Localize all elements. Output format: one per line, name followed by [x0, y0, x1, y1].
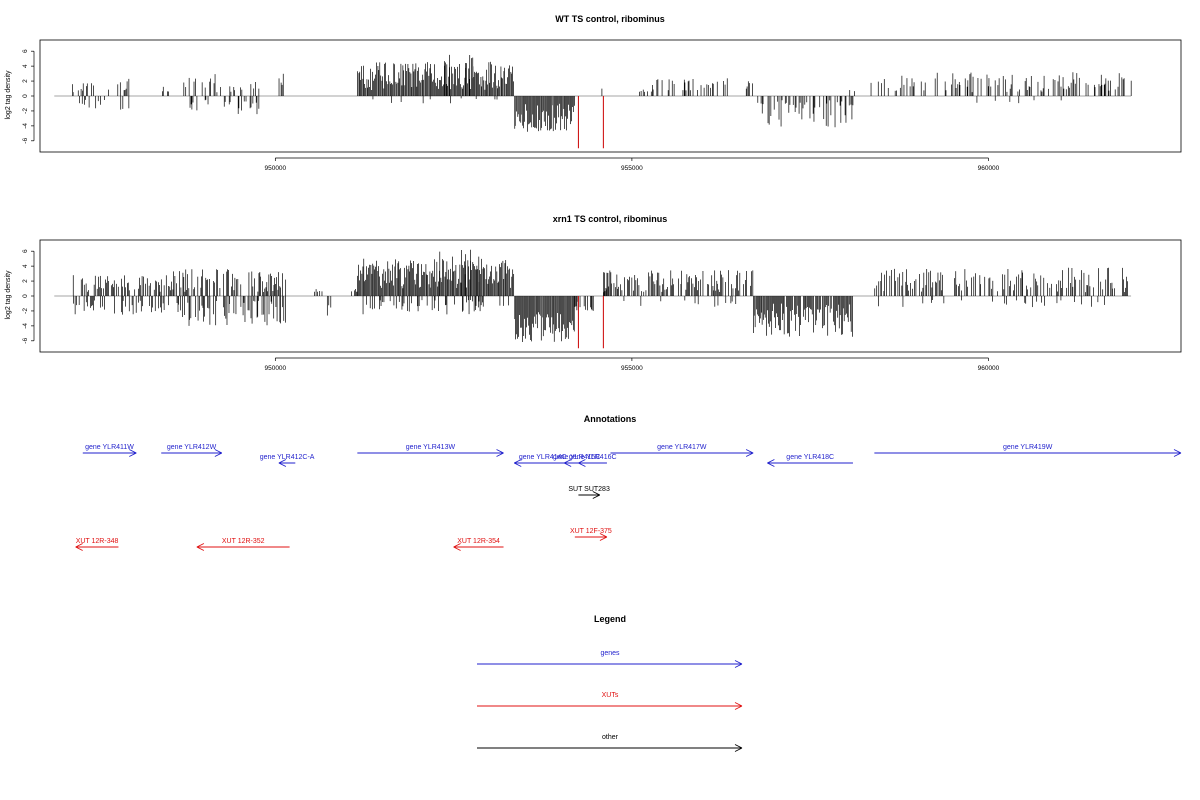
wt-y-tick-label: 6: [22, 49, 29, 53]
legend: Legend genes XUTs other: [477, 614, 743, 752]
feature-label-xut-12r-354: XUT 12R-354: [457, 538, 500, 545]
legend-arrow-other: [477, 744, 743, 752]
legend-label-xuts: XUTs: [602, 692, 619, 699]
wt-x-tick-label: 955000: [621, 165, 643, 172]
feature-arrow-xut-12r-348: [75, 543, 119, 551]
feature-arrow-xut-12r-352: [196, 543, 290, 551]
feature-label-xut-12f-375: XUT 12F-375: [570, 528, 612, 535]
legend-arrow-xuts: [477, 702, 743, 710]
feature-arrow-gene-ylr414c: [514, 459, 572, 467]
feature-arrow-gene-ylr418c: [767, 459, 853, 467]
xrn1-y-axis-label: log2 tag density: [5, 270, 12, 320]
feature-label-sut-sut283: SUT SUT283: [568, 486, 610, 493]
annotation-features: gene YLR411W gene YLR412W gene YLR412C-A ge…: [75, 444, 1182, 551]
legend-label-other: other: [602, 734, 619, 741]
feature-arrow-gene-ylr413w: [357, 449, 504, 457]
feature-arrow-xut-12f-375: [574, 533, 608, 541]
feature-label-gene-ylr412w: gene YLR412W: [167, 444, 217, 451]
feature-arrow-gene-ylr417w: [610, 449, 754, 457]
annotations-panel: Annotations gene YLR411W gene YLR412Wgene…: [75, 414, 1182, 551]
wt-y-tick-label: 4: [22, 64, 29, 68]
wt-x-axis: 950000 955000 960000: [264, 157, 1000, 172]
feature-label-gene-ylr418c: gene YLR418C: [786, 454, 834, 461]
feature-label-xut-12r-348: XUT 12R-348: [76, 538, 119, 545]
feature-label-gene-ylr415c: gene YLR415C: [553, 454, 601, 461]
wt-x-tick-label: 950000: [264, 165, 286, 172]
wt-track-panel: WT TS control, ribominus log2 tag densit…: [5, 14, 1182, 172]
wt-track-title: WT TS control, ribominus: [555, 14, 665, 24]
xrn1-x-tick-label: 955000: [621, 365, 643, 372]
wt-plot-frame: [39, 39, 1182, 153]
wt-y-tick-label: -4: [22, 123, 29, 129]
wt-y-tick-label: -6: [22, 138, 29, 144]
xrn1-x-tick-label: 960000: [978, 365, 1000, 372]
xrn1-x-axis: 950000 955000 960000: [264, 357, 1000, 372]
xrn1-y-tick-label: 2: [22, 279, 29, 283]
xrn1-y-tick-label: -2: [22, 308, 29, 314]
feature-label-gene-ylr417w: gene YLR417W: [657, 444, 707, 451]
feature-label-gene-ylr412c-a: gene YLR412C-A: [260, 454, 315, 461]
wt-y-tick-label: 2: [22, 79, 29, 83]
xrn1-y-tick-label: 6: [22, 249, 29, 253]
wt-x-tick-label: 960000: [978, 165, 1000, 172]
legend-label-genes: genes: [600, 650, 620, 657]
feature-arrow-gene-ylr411w: [82, 449, 137, 457]
wt-y-axis: 6 4 2 0 -2 -4 -6: [22, 49, 35, 144]
xrn1-plot-frame: [39, 239, 1182, 353]
wt-y-tick-label: 0: [22, 94, 29, 98]
feature-arrow-xut-12r-354: [453, 543, 504, 551]
xrn1-track-title: xrn1 TS control, ribominus: [553, 214, 668, 224]
wt-bars: [54, 54, 1132, 149]
xrn1-x-tick-label: 950000: [264, 365, 286, 372]
annotations-title: Annotations: [584, 414, 637, 424]
feature-arrow-gene-ylr419w: [874, 449, 1182, 457]
xrn1-track-panel: xrn1 TS control, ribominus log2 tag dens…: [5, 214, 1182, 372]
feature-arrow-gene-ylr412c-a: [278, 459, 296, 467]
xrn1-y-tick-label: 0: [22, 294, 29, 298]
feature-label-gene-ylr413w: gene YLR413W: [406, 444, 456, 451]
feature-label-xut-12r-352: XUT 12R-352: [222, 538, 265, 545]
xrn1-y-tick-label: -6: [22, 338, 29, 344]
feature-label-gene-ylr411w: gene YLR411W: [85, 444, 134, 451]
wt-y-tick-label: -2: [22, 108, 29, 114]
legend-arrow-genes: [477, 660, 743, 668]
feature-arrow-gene-ylr416c: [578, 459, 607, 467]
feature-arrow-gene-ylr412w: [161, 449, 223, 457]
xrn1-y-tick-label: -4: [22, 323, 29, 329]
xrn1-y-tick-label: 4: [22, 264, 29, 268]
xrn1-bars: [54, 249, 1132, 349]
feature-label-gene-ylr419w: gene YLR419W: [1003, 444, 1053, 451]
legend-items: genes XUTs other: [477, 650, 743, 752]
feature-label-gene-ylr416c: gene YLR416C: [569, 454, 617, 461]
legend-title: Legend: [594, 614, 626, 624]
xrn1-y-axis: 6 4 2 0 -2 -4 -6: [22, 249, 35, 344]
wt-y-axis-label: log2 tag density: [5, 70, 12, 120]
feature-label-gene-ylr414c: gene YLR414C: [519, 454, 567, 461]
feature-arrow-sut-sut283: [578, 491, 601, 499]
